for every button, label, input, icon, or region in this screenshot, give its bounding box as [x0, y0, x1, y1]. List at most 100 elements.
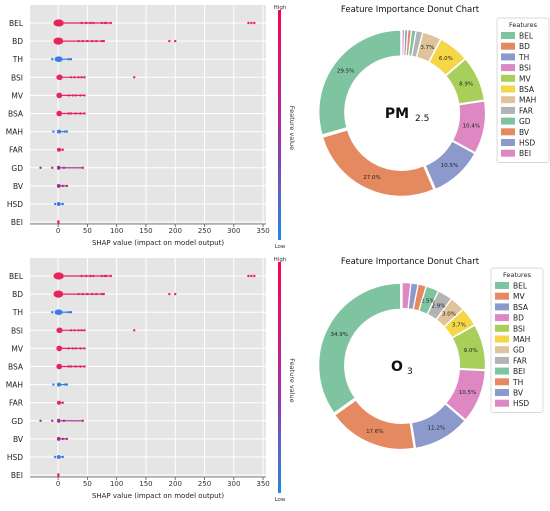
shap-point — [104, 274, 108, 278]
legend-label: MAH — [519, 96, 536, 105]
shap-point — [86, 39, 89, 43]
shap-x-tick-label: 250 — [198, 480, 211, 488]
legend-label: BD — [513, 314, 524, 323]
shap-point — [73, 76, 76, 79]
shap-point-cluster — [56, 345, 63, 352]
shap-point — [53, 202, 57, 206]
legend-swatch — [501, 149, 515, 157]
shap-point — [65, 383, 69, 386]
colorbar-high-label: High — [274, 5, 287, 11]
shap-feature-label: FAR — [9, 146, 23, 155]
shap-point-cluster — [56, 110, 63, 117]
shap-feature-label: BEL — [9, 272, 24, 281]
shap-point-cluster — [56, 202, 61, 206]
shap-point — [77, 76, 80, 79]
shap-point — [39, 419, 42, 422]
legend-swatch — [495, 399, 509, 407]
legend-label: BSI — [519, 64, 531, 73]
shap-point — [253, 274, 256, 278]
donut-slice — [318, 282, 402, 414]
legend-swatch — [501, 106, 515, 114]
colorbar-low-label: Low — [275, 244, 286, 250]
shap-point — [89, 274, 92, 278]
shap-point — [62, 166, 66, 169]
shap-feature-label: BSI — [11, 73, 23, 82]
shap-point — [83, 94, 86, 97]
legend-swatch — [501, 139, 515, 146]
legend-swatch — [495, 314, 509, 322]
legend-label: BEI — [519, 149, 531, 158]
shap-point — [67, 365, 70, 368]
shap-point — [168, 39, 171, 43]
legend-title: Features — [509, 21, 538, 29]
shap-x-tick-label: 200 — [169, 227, 182, 235]
shap-x-tick-label: 50 — [83, 480, 92, 488]
shap-point — [90, 292, 94, 296]
shap-point — [74, 347, 77, 350]
legend-swatch — [495, 356, 509, 364]
legend-label: MV — [519, 74, 531, 83]
shap-point — [77, 292, 80, 296]
shap-point — [83, 112, 86, 115]
legend-label: BD — [519, 42, 530, 51]
legend-label: GD — [513, 346, 525, 355]
shap-point-cluster — [53, 272, 64, 280]
shap-plot-2: 0 50 100 150 200 250 300 350 BEL BD TH BSI MV BSA MAH F… — [6, 257, 296, 503]
shap-point — [250, 274, 253, 278]
shap-plot-background — [30, 5, 266, 224]
legend-label: BEL — [513, 282, 528, 291]
shap-feature-label: BD — [12, 290, 23, 299]
donut-slice-label: 9.0% — [464, 348, 478, 354]
shap-point — [61, 148, 64, 151]
shap-point — [94, 292, 98, 296]
shap-feature-label: MAH — [6, 381, 23, 390]
shap-point — [61, 401, 64, 404]
shap-point-cluster — [56, 74, 63, 81]
shap-point-cluster — [56, 436, 61, 441]
shap-feature-label: BSA — [8, 110, 24, 119]
shap-plot-background — [30, 258, 266, 477]
shap-feature-label: BEI — [11, 218, 23, 227]
shap-point-cluster — [53, 290, 64, 298]
shap-point — [174, 292, 177, 296]
shap-point-cluster — [56, 455, 61, 459]
shap-point — [69, 365, 73, 368]
shap-x-tick-label: 50 — [83, 227, 92, 235]
shap-point — [77, 329, 80, 332]
shap-point — [100, 39, 104, 43]
shap-point — [80, 76, 83, 79]
shap-x-tick-label: 300 — [227, 480, 240, 488]
shap-feature-label: HSD — [7, 453, 23, 462]
shap-point — [86, 292, 89, 296]
legend-swatch — [495, 303, 509, 311]
legend-label: GD — [519, 117, 531, 126]
shap-point — [174, 39, 177, 43]
donut-slice — [424, 140, 476, 191]
donut-slice — [321, 129, 435, 197]
shap-point — [69, 311, 73, 314]
donut-slice-label: 3.0% — [442, 311, 456, 317]
donut-chart-2: Feature Importance Donut Chart 34.9% 17.6%… — [318, 257, 544, 450]
shap-point — [67, 112, 70, 115]
donut-center-subscript: 2.5 — [415, 114, 429, 124]
donut-slice-label: 10.5% — [441, 163, 458, 169]
shap-point — [83, 365, 86, 368]
legend-swatch — [495, 378, 509, 386]
shap-point — [51, 58, 54, 61]
donut-slice — [318, 29, 402, 136]
shap-point-cluster — [56, 183, 61, 188]
donut-slice-label: 8.9% — [459, 82, 473, 88]
donut-chart-1: Feature Importance Donut Chart 29.5% 27.0%… — [318, 5, 550, 197]
shap-point — [52, 383, 55, 386]
legend-swatch — [501, 85, 515, 93]
shap-point-cluster — [54, 56, 63, 62]
shap-x-tick-label: 150 — [139, 480, 152, 488]
shap-point — [81, 292, 84, 296]
shap-x-axis-label: SHAP value (impact on model output) — [92, 239, 224, 247]
shap-point-cluster — [56, 418, 61, 423]
shap-point — [67, 311, 70, 314]
colorbar-axis-label: Feature value — [288, 106, 296, 150]
legend-label: TH — [512, 378, 523, 387]
